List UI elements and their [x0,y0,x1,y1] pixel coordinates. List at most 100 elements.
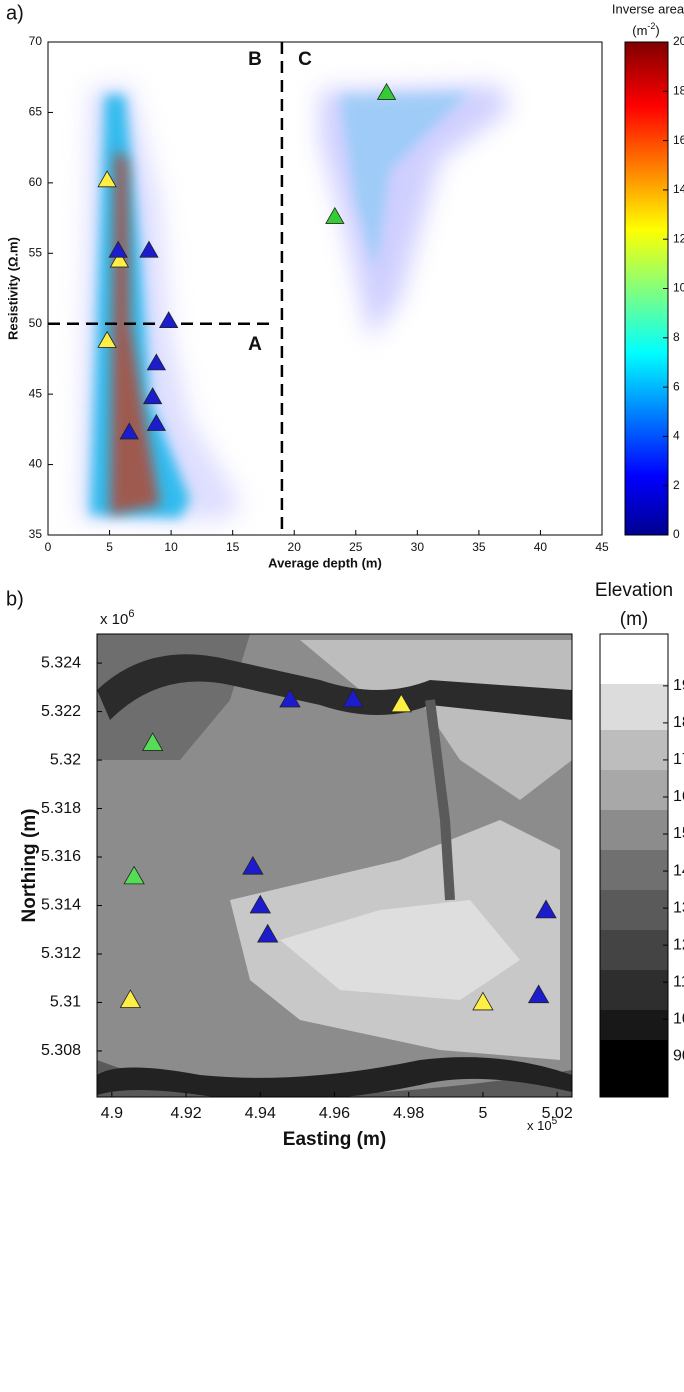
y-tick-label: 55 [29,245,43,259]
colorbar-unit: (m) [620,609,648,630]
y-tick-label: 45 [29,386,43,400]
y-tick-label: 5.324 [41,654,81,671]
triangle-marker [146,413,167,431]
colorbar-tick-label: 140 [673,862,684,879]
colorbar-tick-label: 160 [673,788,684,805]
colorbar [624,41,669,536]
y-tick-label: 35 [29,527,43,541]
triangle-marker [279,688,301,708]
colorbar-tick-label: 110 [673,973,684,990]
colorbar-tick-label: 100 [673,1010,684,1027]
y-tick-label: 5.316 [41,848,81,865]
elevation-colorbar-bands [599,633,669,1098]
colorbar-tick-label: 4 [673,429,680,443]
colorbar-tick-label: 18 [673,83,684,97]
y-tick-label: 5.322 [41,703,81,720]
x-tick-label: 4.98 [393,1105,424,1122]
colorbar-tick-label: 8 [673,330,680,344]
colorbar-tick-label: 16 [673,133,684,147]
triangle-marker [97,330,117,348]
x-tick-label: 15 [226,540,240,554]
triangle-marker [527,984,550,1004]
x-tick-label: 4.92 [170,1105,201,1122]
y-axis-label: Northing (m) [19,809,40,923]
triangle-marker [141,732,164,751]
terrain [97,634,572,1097]
x-tick-label: 4.94 [245,1105,276,1122]
y-tick-label: 5.308 [41,1042,81,1059]
region-label: C [298,49,312,70]
colorbar-tick-label: 190 [673,677,684,694]
colorbar-tick-label: 6 [673,379,680,393]
x-tick-label: 30 [411,540,425,554]
colorbar-tick-label: 180 [673,714,684,731]
triangle-marker [472,991,494,1011]
colorbar-tick-label: 10 [673,281,684,295]
triangle-marker [108,240,128,258]
y-tick-label: 5.314 [41,897,81,914]
x-tick-label: 0 [45,540,52,554]
colorbar-tick-label: 120 [673,936,684,953]
y-tick-label: 5.312 [41,945,81,962]
triangle-marker [257,923,279,943]
colorbar-tick-label: 2 [673,478,680,492]
x-tick-label: 20 [288,540,302,554]
y-tick-label: 60 [29,175,43,189]
x-tick-label: 10 [164,540,178,554]
colorbar-tick-label: 170 [673,751,684,768]
region-label: B [248,49,262,70]
triangle-marker [325,206,345,224]
x-tick-label: 25 [349,540,363,554]
colorbar-tick-label: 90 [673,1047,684,1064]
y-multiplier: x 106 [100,608,134,628]
triangle-marker [242,855,264,875]
x-tick-label: 5 [478,1105,487,1122]
y-tick-label: 50 [29,316,43,330]
triangle-marker [249,894,271,914]
x-tick-label: 35 [472,540,486,554]
x-tick-label: 45 [595,540,609,554]
triangle-marker [139,240,159,258]
x-multiplier: x 105 [527,1116,558,1134]
density-field [80,85,510,520]
triangle-marker [535,899,557,919]
triangle-marker [390,693,412,713]
triangle-marker [109,250,130,268]
y-tick-label: 5.31 [50,994,81,1011]
triangle-marker [158,311,179,329]
y-tick-label: 5.32 [50,751,81,768]
triangle-marker [376,82,397,100]
y-tick-label: 5.318 [41,800,81,817]
y-tick-label: 40 [29,457,43,471]
triangle-marker [97,170,117,188]
colorbar-tick-label: 20 [673,34,684,48]
colorbar-tick-label: 0 [673,527,680,541]
triangle-marker [119,989,142,1008]
colorbar-tick-label: 14 [673,182,684,196]
colorbar-tick-label: 150 [673,825,684,842]
x-tick-label: 40 [534,540,548,554]
colorbar-unit: (m-2) [632,21,660,38]
x-axis-label: Easting (m) [283,1129,386,1150]
y-axis-label: Resistivity (Ω.m) [5,237,20,340]
plot-frame [47,41,603,536]
colorbar-title: Elevation [595,580,673,601]
colorbar-tick-label: 130 [673,899,684,916]
x-axis-label: Average depth (m) [268,555,382,570]
region-label: A [248,334,262,355]
panel-label: b) [6,588,24,610]
x-tick-label: 5.02 [542,1105,573,1122]
y-tick-label: 65 [29,105,43,119]
triangle-marker [342,688,364,708]
panel-label: a) [6,2,24,24]
x-tick-label: 4.96 [319,1105,350,1122]
colorbar-tick-label: 12 [673,231,684,245]
x-tick-label: 4.9 [101,1105,123,1122]
x-tick-label: 5 [106,540,113,554]
triangle-marker [142,387,163,405]
colorbar-title: Inverse area [612,1,684,16]
y-tick-label: 70 [29,34,43,48]
triangle-marker [123,865,145,885]
triangle-marker [119,422,139,440]
